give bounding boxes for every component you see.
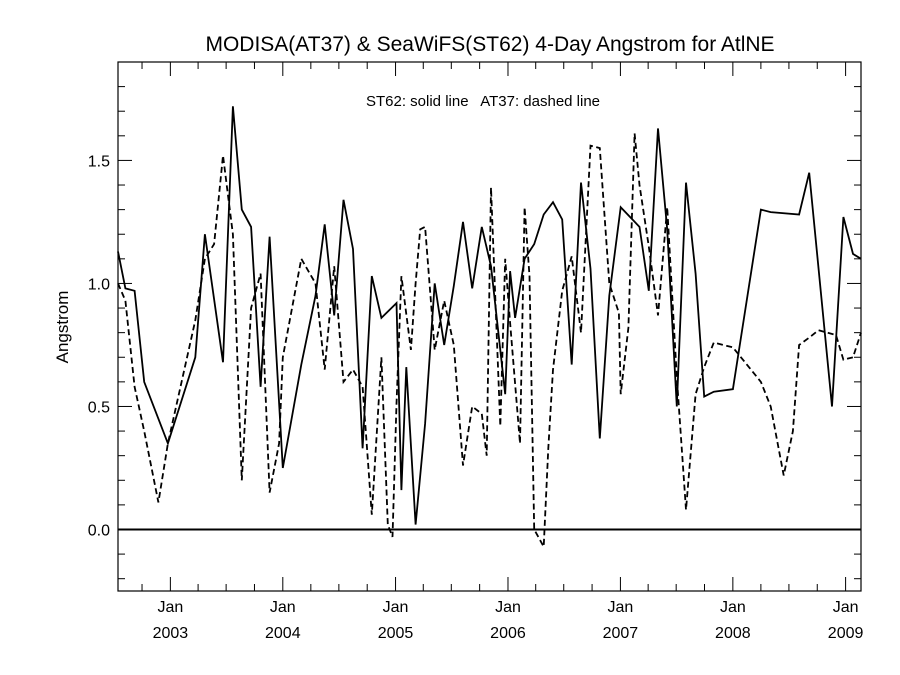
x-tick-month-label: Jan bbox=[833, 599, 859, 616]
x-tick-month-label: Jan bbox=[157, 599, 183, 616]
chart-title: MODISA(AT37) & SeaWiFS(ST62) 4-Day Angst… bbox=[205, 33, 774, 56]
x-tick-month-label: Jan bbox=[495, 599, 521, 616]
x-tick-year-label: 2005 bbox=[378, 625, 414, 642]
y-tick-label: 1.0 bbox=[88, 276, 110, 293]
series-legend-note: ST62: solid line AT37: dashed line bbox=[366, 93, 600, 110]
x-tick-month-label: Jan bbox=[608, 599, 634, 616]
y-tick-label: 1.5 bbox=[88, 153, 110, 170]
series-line-st62 bbox=[117, 106, 862, 525]
x-tick-month-label: Jan bbox=[270, 599, 296, 616]
x-tick-year-label: 2009 bbox=[828, 625, 864, 642]
y-tick-label: 0.0 bbox=[88, 522, 110, 539]
plot-area: 0.0 0.5 1.0 1.5 Jan 2003 Jan 2004 Jan 2005 Jan 2006… bbox=[88, 61, 864, 642]
series-line-at37 bbox=[117, 133, 862, 550]
x-tick-month-label: Jan bbox=[720, 599, 746, 616]
y-axis-label: Angstrom bbox=[53, 291, 72, 364]
x-tick-year-label: 2004 bbox=[265, 625, 301, 642]
x-tick-year-label: 2007 bbox=[603, 625, 639, 642]
x-tick-year-label: 2008 bbox=[715, 625, 751, 642]
x-tick-year-label: 2006 bbox=[490, 625, 526, 642]
plot-frame bbox=[117, 61, 862, 592]
x-tick-month-label: Jan bbox=[383, 599, 409, 616]
y-tick-label: 0.5 bbox=[88, 399, 110, 416]
x-tick-year-label: 2003 bbox=[153, 625, 189, 642]
